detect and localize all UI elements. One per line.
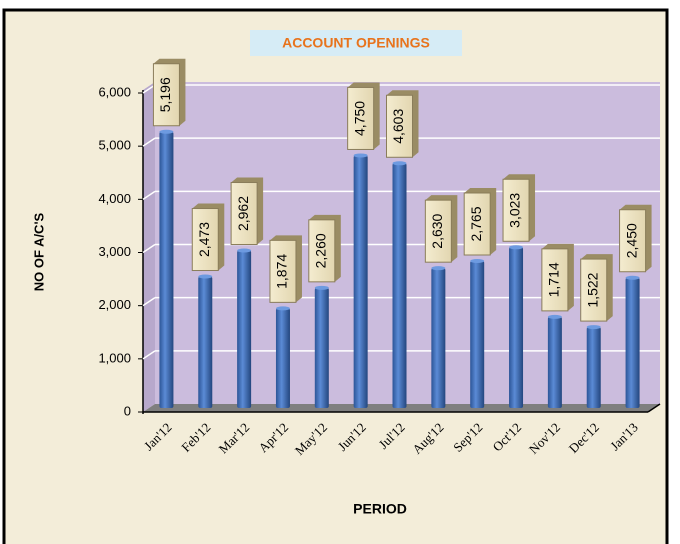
value-label-box <box>541 248 569 312</box>
value-label-box <box>424 199 452 263</box>
value-label-box <box>386 94 413 158</box>
bar-cap <box>198 274 213 279</box>
value-label-box <box>230 182 258 246</box>
bar <box>353 155 368 408</box>
plot-side-wall <box>143 82 155 412</box>
x-axis-label: PERIOD <box>353 501 407 517</box>
grid-line <box>142 190 156 200</box>
value-label-box <box>463 192 491 256</box>
bar-cap <box>509 245 524 250</box>
bar-cap <box>547 314 562 319</box>
bar <box>237 250 252 408</box>
bar-cap <box>470 258 485 263</box>
grid-line <box>142 297 156 307</box>
bar <box>586 327 601 408</box>
value-label-box <box>619 209 647 273</box>
value-label: 2,260 <box>313 233 329 268</box>
value-label-box <box>580 258 608 322</box>
bar <box>509 247 524 408</box>
bar-cap <box>353 153 368 158</box>
y-tick-label: 3,000 <box>98 244 131 259</box>
value-label: 2,630 <box>429 213 445 248</box>
value-label-box <box>152 63 180 127</box>
y-tick-label: 1,000 <box>98 350 131 365</box>
y-tick-label: 4,000 <box>98 191 131 206</box>
grid-line <box>142 137 156 147</box>
bar-cap <box>625 275 640 280</box>
bar-cap <box>392 161 407 166</box>
value-label: 5,196 <box>157 77 173 112</box>
bar-cap <box>275 306 290 311</box>
bar-cap <box>586 325 601 330</box>
value-label: 2,962 <box>235 196 251 231</box>
bar <box>314 287 329 408</box>
value-label: 3,023 <box>507 193 523 228</box>
value-label: 4,750 <box>351 101 367 136</box>
value-label: 1,874 <box>274 254 290 289</box>
y-tick-label: 5,000 <box>98 138 131 153</box>
value-label-box <box>269 239 297 303</box>
bar <box>431 268 446 408</box>
grid-line <box>142 350 156 360</box>
value-label: 2,473 <box>196 222 212 257</box>
bar-cap <box>159 129 174 134</box>
value-label: 2,765 <box>468 206 484 241</box>
bar <box>275 308 290 408</box>
bar-cap <box>314 285 329 290</box>
y-axis-label: NO OF A/C'S <box>31 212 46 291</box>
bar <box>625 277 640 408</box>
bar <box>198 276 213 408</box>
bar-cap <box>431 266 446 271</box>
value-label: 4,603 <box>390 109 406 144</box>
bar <box>392 163 407 408</box>
value-label-box <box>347 86 375 150</box>
bar <box>547 316 562 408</box>
bar <box>159 131 174 408</box>
y-tick-label: 6,000 <box>98 84 131 99</box>
x-axis-depth <box>647 403 661 413</box>
value-label: 1,522 <box>584 272 600 307</box>
title-box <box>250 30 462 56</box>
bar <box>470 260 485 408</box>
value-label: 1,714 <box>546 262 562 297</box>
y-tick-label: 2,000 <box>98 297 131 312</box>
value-label-box <box>502 178 530 242</box>
value-label-box <box>191 208 219 272</box>
chart-title: ACCOUNT OPENINGS <box>282 35 430 51</box>
value-label: 2,450 <box>623 223 639 258</box>
y-tick-label: 0 <box>124 403 131 418</box>
value-label-box <box>308 219 336 283</box>
grid-line <box>142 243 156 254</box>
bar-cap <box>237 248 252 253</box>
